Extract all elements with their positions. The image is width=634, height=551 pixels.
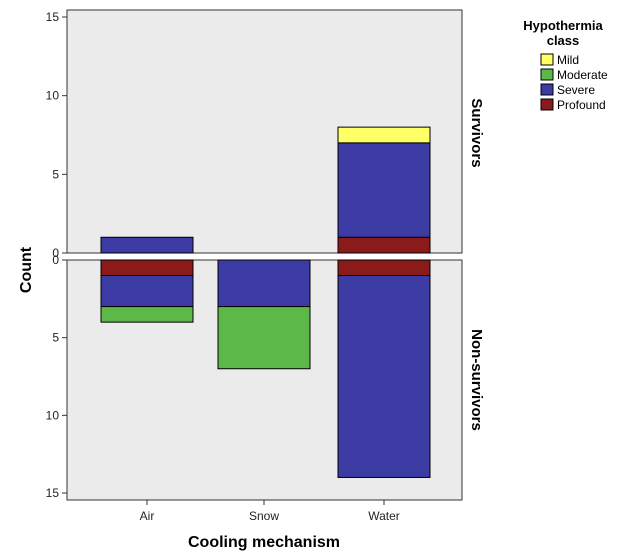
y-axis-label: Count bbox=[18, 246, 35, 293]
bar-survivors-air-severe bbox=[100, 236, 194, 254]
non-survivors-bars bbox=[100, 259, 431, 478]
survivors-bars bbox=[100, 126, 431, 254]
bar-survivors-water-severe bbox=[337, 142, 431, 238]
legend-swatch-moderate bbox=[540, 68, 554, 81]
bar-non-survivors-water-profound bbox=[337, 259, 431, 277]
x-axis-label: Cooling mechanism bbox=[188, 534, 340, 551]
y-tick-label: 5 bbox=[52, 331, 59, 345]
x-tick-label-air: Air bbox=[140, 509, 155, 523]
legend-swatch-severe bbox=[540, 83, 554, 96]
bar-non-survivors-snow-severe bbox=[217, 259, 311, 308]
bar-survivors-water-profound bbox=[337, 236, 431, 254]
y-tick-label: 0 bbox=[52, 246, 59, 260]
bar-non-survivors-snow-moderate bbox=[217, 306, 311, 370]
y-tick-label: 10 bbox=[46, 89, 60, 103]
y-tick-label: 10 bbox=[46, 408, 60, 422]
legend-label-profound: Profound bbox=[557, 98, 606, 112]
bar-non-survivors-air-profound bbox=[100, 259, 194, 277]
bar-non-survivors-air-moderate bbox=[100, 306, 194, 323]
legend-swatch-mild bbox=[540, 53, 554, 66]
legend-label-moderate: Moderate bbox=[557, 68, 608, 82]
facet-label-non-survivors: Non-survivors bbox=[468, 329, 485, 431]
legend-title-line-2: class bbox=[547, 33, 580, 48]
legend-swatch-profound bbox=[540, 98, 554, 111]
bar-non-survivors-air-severe bbox=[100, 275, 194, 308]
x-tick-label-water: Water bbox=[368, 509, 400, 523]
legend-label-severe: Severe bbox=[557, 83, 595, 97]
y-tick-label: 15 bbox=[46, 486, 60, 500]
y-tick-label: 5 bbox=[52, 167, 59, 181]
bar-non-survivors-water-severe bbox=[337, 275, 431, 478]
legend-title-line-1: Hypothermia bbox=[523, 18, 603, 33]
bar-survivors-water-mild bbox=[337, 126, 431, 144]
facet-label-survivors: Survivors bbox=[468, 98, 485, 167]
legend: Hypothermia class MildModerateSevereProf… bbox=[523, 18, 608, 112]
x-tick-label-snow: Snow bbox=[249, 509, 279, 523]
legend-label-mild: Mild bbox=[557, 53, 579, 67]
axis-ticks: 15 10 5 00 5 10 15 Air Snow Water bbox=[46, 10, 400, 523]
y-tick-label: 15 bbox=[46, 10, 60, 24]
y-tick-label: 0 bbox=[52, 253, 59, 267]
